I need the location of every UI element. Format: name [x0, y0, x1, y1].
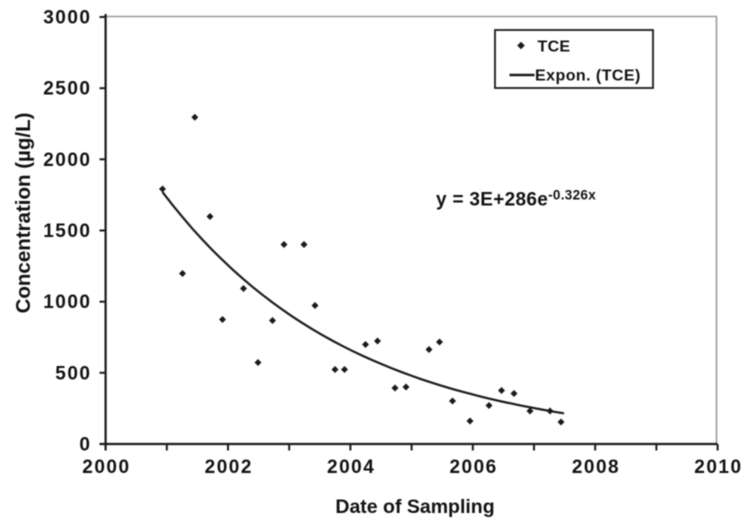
- svg-text:TCE: TCE: [538, 39, 571, 56]
- svg-text:Date of Sampling: Date of Sampling: [335, 496, 494, 518]
- svg-text:Expon. (TCE): Expon. (TCE): [535, 68, 641, 85]
- svg-text:2000: 2000: [43, 150, 91, 171]
- svg-text:2008: 2008: [572, 457, 620, 478]
- svg-text:2010: 2010: [694, 457, 742, 478]
- svg-text:2002: 2002: [205, 457, 253, 478]
- svg-text:2004: 2004: [327, 457, 375, 478]
- svg-text:500: 500: [55, 363, 91, 384]
- svg-text:Concentration (µg/L): Concentration (µg/L): [12, 113, 35, 314]
- svg-text:0: 0: [79, 435, 91, 456]
- svg-text:2500: 2500: [43, 79, 91, 100]
- svg-text:2000: 2000: [82, 457, 130, 478]
- svg-text:3000: 3000: [43, 8, 91, 29]
- svg-text:1500: 1500: [43, 221, 91, 242]
- svg-text:2006: 2006: [449, 457, 497, 478]
- svg-text:1000: 1000: [43, 292, 91, 313]
